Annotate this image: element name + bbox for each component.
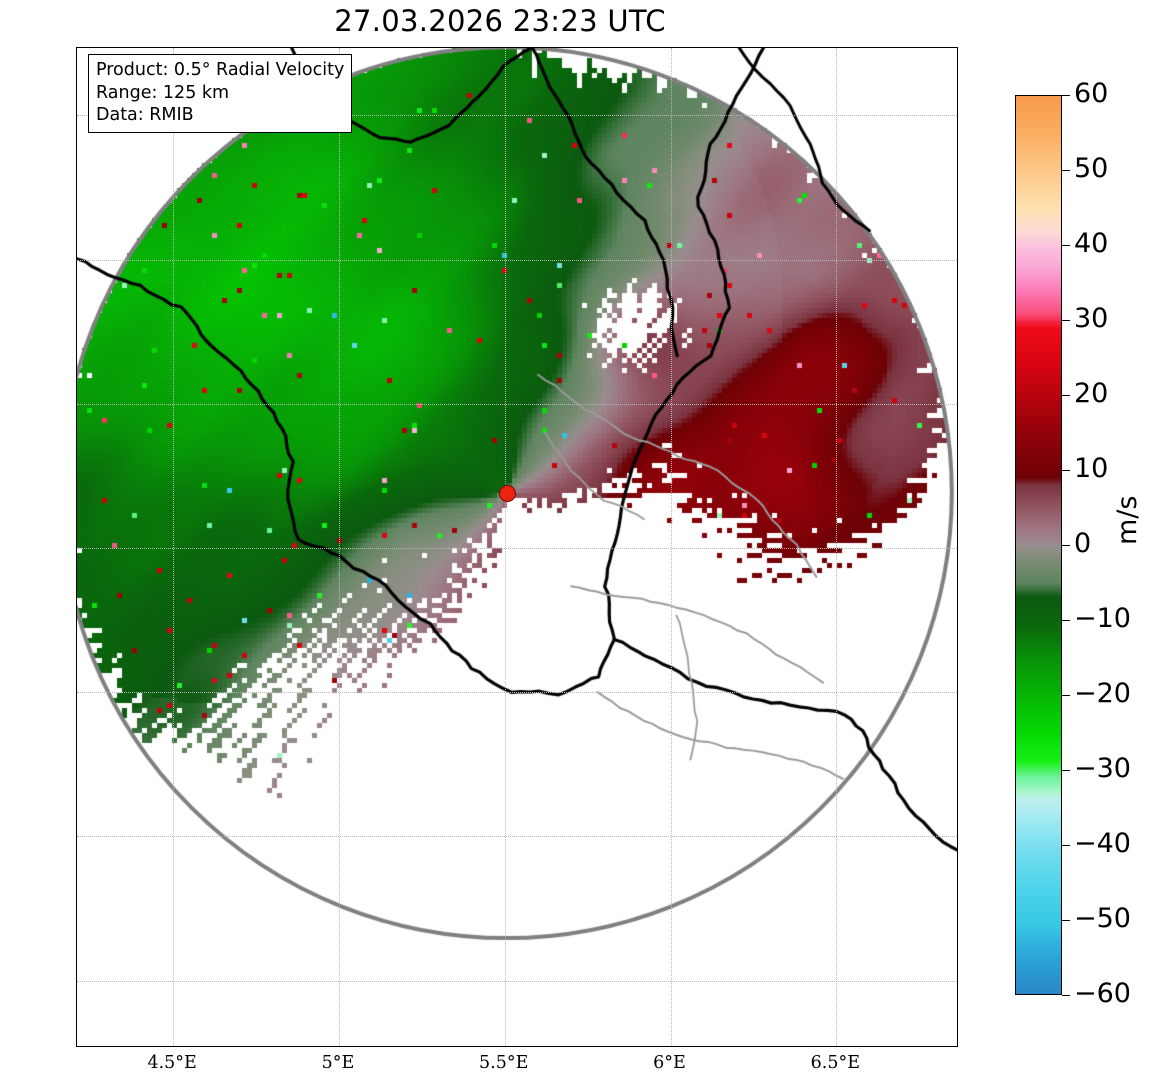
colorbar-tick [1062,995,1070,996]
x-axis-tick [671,1046,672,1047]
colorbar-tick-label: −20 [1074,678,1131,709]
x-axis-tick [505,1046,506,1047]
colorbar-tick-label: −30 [1074,753,1131,784]
radar-canvas-wrap [77,48,957,1046]
gridline-horizontal [77,836,957,838]
colorbar-tick-label: 30 [1074,303,1109,334]
map-borders-overlay [77,48,957,1046]
colorbar-tick [1062,770,1070,771]
colorbar-tick-label: −50 [1074,903,1131,934]
colorbar-tick [1062,470,1070,471]
x-axis-tick-label: 5.5°E [479,1053,529,1073]
colorbar-tick-label: 20 [1074,378,1109,409]
colorbar-tick [1062,695,1070,696]
colorbar-tick [1062,920,1070,921]
colorbar-tick-label: 50 [1074,153,1109,184]
gridline-horizontal [77,115,957,117]
colorbar-tick [1062,845,1070,846]
radar-site-marker[interactable] [498,485,516,503]
radar-plot-area[interactable]: Product: 0.5° Radial Velocity Range: 125… [76,47,958,1047]
colorbar-tick [1062,545,1070,546]
page-title: 27.03.2026 23:23 UTC [334,4,666,38]
info-product: Product: 0.5° Radial Velocity [96,60,345,80]
colorbar-tick-label: −40 [1074,828,1131,859]
info-data-source: Data: RMIB [96,105,194,126]
gridline-horizontal [77,259,957,261]
velocity-colorbar[interactable] [1015,95,1062,995]
colorbar-unit-label: m/s [1112,495,1143,545]
colorbar-tick [1062,320,1070,321]
gridline-horizontal [77,692,957,694]
gridline-vertical [670,48,672,1046]
product-info-box: Product: 0.5° Radial Velocity Range: 125… [88,54,353,133]
x-axis-tick [173,1046,174,1047]
colorbar-tick-label: 60 [1074,78,1109,109]
colorbar-tick-label: 10 [1074,453,1109,484]
x-axis-tick-label: 6°E [653,1053,686,1073]
gridline-horizontal [77,980,957,982]
gridline-vertical [338,48,340,1046]
colorbar-tick-label: −10 [1074,603,1131,634]
colorbar-tick [1062,95,1070,96]
colorbar-tick [1062,620,1070,621]
gridline-vertical [504,48,506,1046]
gridline-vertical [836,48,838,1046]
colorbar-tick [1062,395,1070,396]
gridline-horizontal [77,548,957,549]
colorbar-tick [1062,170,1070,171]
colorbar-tick [1062,245,1070,246]
x-axis-tick-label: 4.5°E [147,1053,197,1073]
x-axis-tick-label: 5°E [321,1053,355,1073]
colorbar-tick-label: −60 [1074,978,1131,1009]
info-range: Range: 125 km [96,82,230,103]
x-axis-tick [836,1046,837,1047]
gridline-vertical [173,48,175,1046]
colorbar-tick-label: 40 [1074,228,1109,259]
gridline-horizontal [77,403,957,405]
x-axis-tick [339,1046,340,1047]
colorbar-tick-label: 0 [1074,528,1092,559]
x-axis-tick-label: 6.5°E [810,1053,860,1073]
